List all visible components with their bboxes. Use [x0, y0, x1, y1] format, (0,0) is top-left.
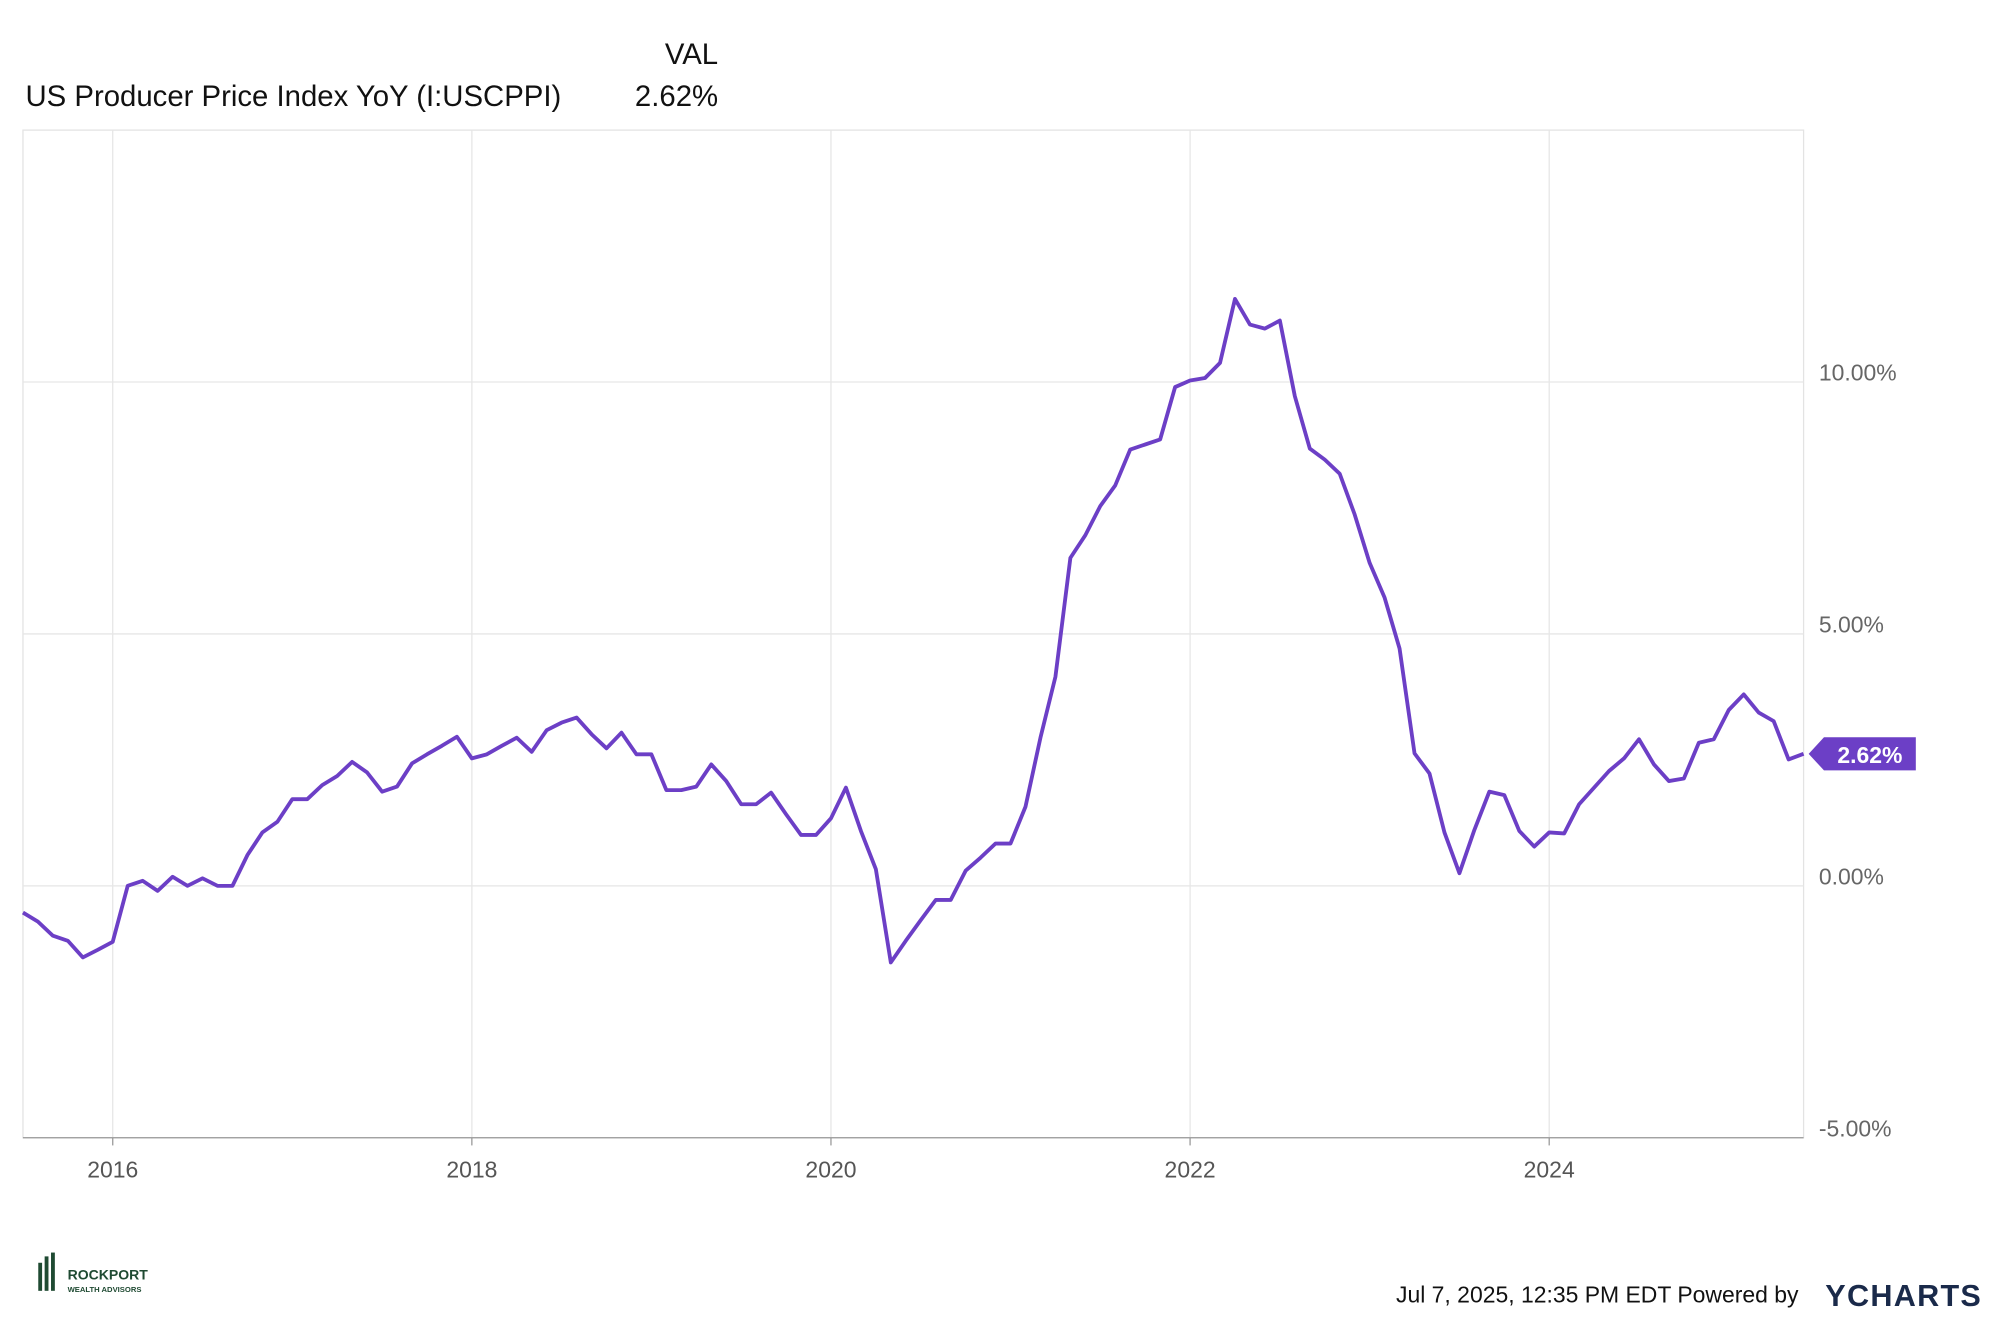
logo-bar [44, 1256, 49, 1291]
y-tick-label: 5.00% [1819, 612, 1884, 638]
rockport-logo: ROCKPORT WEALTH ADVISORS [38, 1252, 149, 1294]
x-tick-label: 2024 [1524, 1156, 1575, 1182]
plot-area: -5.00% 0.00% 5.00% 10.00% 2016 2018 2020 2022 20… [21, 129, 1916, 1182]
ycharts-logo: YCHARTS [1825, 1279, 1982, 1313]
last-value-tag [1808, 737, 1916, 771]
logo-bar [38, 1262, 43, 1291]
x-tick-label: 2016 [87, 1156, 138, 1182]
logo-bar [51, 1252, 55, 1291]
y-tick-label: 0.00% [1819, 864, 1884, 890]
legend-last-value: 2.62% [635, 80, 718, 113]
value-header: VAL [665, 38, 718, 71]
x-tick-label: 2022 [1165, 1156, 1216, 1182]
logo-subtext: WEALTH ADVISORS [68, 1285, 142, 1294]
x-tick-label: 2020 [805, 1156, 856, 1182]
x-tick-label: 2018 [446, 1156, 497, 1182]
legend-series-name: US Producer Price Index YoY (I:USCPPI) [26, 80, 562, 113]
logo-text: ROCKPORT [68, 1266, 149, 1282]
y-tick-label: -5.00% [1819, 1115, 1892, 1141]
series-line [21, 296, 1805, 965]
last-value-label: 2.62% [1837, 742, 1902, 768]
y-tick-label: 10.00% [1819, 360, 1897, 386]
footer-timestamp: Jul 7, 2025, 12:35 PM EDT Powered by [1396, 1281, 1799, 1307]
